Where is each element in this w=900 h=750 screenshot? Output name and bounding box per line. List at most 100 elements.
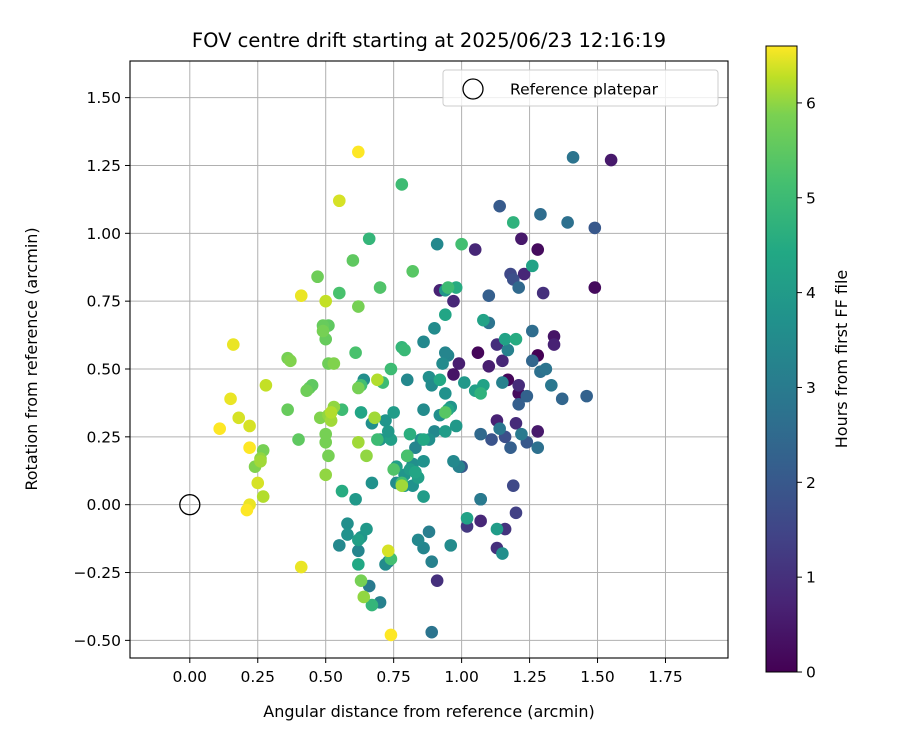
data-point bbox=[471, 346, 485, 360]
data-point bbox=[373, 281, 387, 294]
data-point bbox=[379, 414, 392, 427]
data-point bbox=[316, 324, 330, 338]
data-point bbox=[452, 357, 466, 370]
data-point bbox=[509, 332, 523, 346]
data-point bbox=[425, 625, 439, 639]
x-tick-label: 0.50 bbox=[308, 668, 343, 686]
data-point bbox=[243, 441, 256, 454]
data-point bbox=[319, 468, 333, 482]
data-point bbox=[417, 454, 430, 468]
data-point bbox=[439, 346, 452, 360]
data-point bbox=[349, 492, 362, 506]
y-tick-label: 0.25 bbox=[86, 428, 121, 446]
data-point bbox=[525, 324, 539, 338]
data-point bbox=[525, 259, 539, 273]
data-point bbox=[311, 270, 324, 284]
data-point bbox=[425, 555, 439, 568]
data-point bbox=[341, 517, 354, 530]
x-tick-label: 0.00 bbox=[173, 668, 208, 686]
data-point bbox=[406, 265, 419, 278]
data-point bbox=[439, 425, 452, 438]
data-point bbox=[371, 373, 384, 387]
data-point bbox=[417, 490, 430, 503]
data-point bbox=[368, 411, 381, 425]
data-point bbox=[512, 378, 525, 392]
data-point bbox=[439, 387, 452, 400]
data-point bbox=[333, 539, 346, 552]
data-point bbox=[447, 294, 460, 308]
data-point bbox=[243, 419, 256, 433]
data-point bbox=[439, 406, 452, 419]
data-point bbox=[433, 373, 447, 387]
data-point bbox=[517, 267, 531, 281]
data-point bbox=[509, 506, 523, 520]
data-point bbox=[441, 281, 455, 294]
data-point bbox=[352, 300, 365, 313]
colorbar-tick-label: 0 bbox=[806, 664, 816, 682]
data-point bbox=[384, 362, 398, 376]
data-point bbox=[346, 254, 360, 267]
data-point bbox=[588, 281, 602, 294]
data-point bbox=[322, 449, 335, 463]
data-point bbox=[482, 289, 496, 303]
data-point bbox=[588, 221, 602, 235]
data-point bbox=[496, 376, 509, 389]
data-point bbox=[490, 522, 504, 536]
y-axis-label: Rotation from reference (arcmin) bbox=[22, 227, 41, 490]
data-point bbox=[341, 528, 354, 541]
data-point bbox=[384, 628, 398, 642]
data-point bbox=[395, 178, 409, 191]
data-point bbox=[352, 558, 365, 571]
colorbar-ticks: 0 1 2 3 4 5 6 bbox=[797, 94, 816, 682]
data-point bbox=[474, 514, 487, 528]
data-point bbox=[515, 232, 528, 246]
data-point bbox=[439, 308, 452, 322]
colorbar-tick-label: 5 bbox=[806, 189, 816, 207]
data-point bbox=[381, 425, 395, 438]
colorbar-tick-label: 6 bbox=[806, 94, 816, 112]
data-point bbox=[354, 406, 368, 419]
data-point bbox=[333, 286, 346, 300]
data-point bbox=[430, 574, 444, 587]
data-point bbox=[501, 343, 515, 357]
data-point bbox=[365, 476, 379, 490]
data-point bbox=[300, 384, 313, 398]
y-tick-label: 0.00 bbox=[86, 496, 121, 514]
data-point bbox=[417, 433, 430, 446]
data-point bbox=[561, 216, 574, 229]
data-point bbox=[333, 194, 346, 208]
data-point bbox=[349, 346, 362, 360]
data-point bbox=[281, 403, 294, 417]
x-axis-label: Angular distance from reference (arcmin) bbox=[263, 702, 594, 721]
data-point bbox=[319, 294, 333, 308]
data-point bbox=[531, 425, 545, 438]
data-point bbox=[398, 343, 411, 357]
data-point bbox=[365, 598, 379, 612]
data-point bbox=[360, 522, 373, 536]
data-point bbox=[357, 590, 371, 604]
data-point bbox=[335, 484, 349, 498]
chart-title: FOV centre drift starting at 2025/06/23 … bbox=[192, 29, 666, 52]
data-point bbox=[534, 208, 547, 221]
data-point bbox=[474, 387, 487, 400]
y-tick-label: 1.00 bbox=[86, 225, 121, 243]
data-point bbox=[417, 335, 430, 349]
data-point bbox=[422, 525, 436, 539]
data-point bbox=[506, 479, 520, 492]
data-point bbox=[547, 338, 561, 351]
data-point bbox=[381, 544, 395, 558]
data-point bbox=[409, 465, 422, 479]
x-tick-label: 1.75 bbox=[648, 668, 683, 686]
data-point bbox=[520, 389, 534, 403]
data-point bbox=[319, 435, 333, 449]
data-point bbox=[531, 441, 545, 454]
data-point bbox=[400, 373, 414, 387]
data-point bbox=[387, 463, 400, 476]
grid bbox=[130, 61, 728, 658]
reference-marker bbox=[179, 494, 201, 516]
data-point bbox=[254, 454, 267, 468]
colorbar-tick-label: 1 bbox=[806, 569, 816, 587]
y-tick-label: 0.75 bbox=[86, 293, 121, 311]
reference-marker-layer bbox=[179, 494, 201, 516]
data-point bbox=[400, 449, 414, 463]
